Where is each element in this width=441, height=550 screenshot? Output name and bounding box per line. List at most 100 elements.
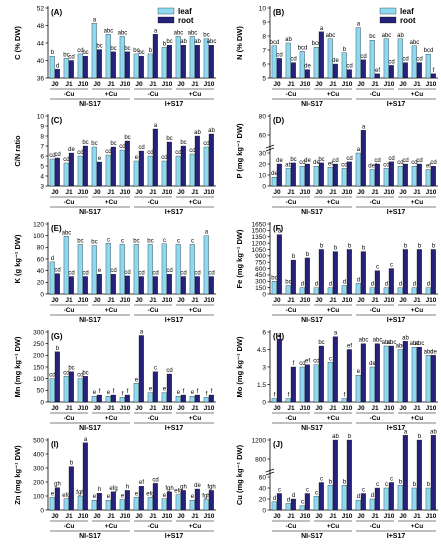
y-tick-label: 6	[262, 61, 266, 68]
significance-label: cd	[119, 144, 125, 150]
significance-label: a	[84, 437, 88, 443]
x-tick-label: J0	[135, 513, 143, 520]
x-tick-label: J10	[300, 81, 311, 88]
bar-root	[360, 343, 366, 403]
significance-label: fgh	[76, 490, 84, 496]
significance-label: bc	[285, 280, 291, 286]
y-tick-label: 750	[255, 259, 266, 266]
x-tick-label: J10	[162, 513, 173, 520]
y-tick-label: 10	[37, 113, 45, 120]
bar-root	[276, 234, 282, 295]
y-tick-label: 20	[37, 280, 45, 287]
bar-leaf	[411, 166, 417, 187]
y-tick-label: 40	[37, 58, 45, 65]
bar-root	[430, 73, 436, 79]
inoculation-label: NI-S17	[301, 317, 323, 324]
bar-leaf	[285, 503, 291, 511]
x-tick-label: J10	[78, 81, 89, 88]
bar-leaf	[327, 362, 333, 403]
bar-root	[304, 69, 310, 79]
x-tick-label: J10	[342, 405, 353, 412]
bar-leaf	[383, 487, 389, 511]
bar-leaf	[299, 51, 305, 79]
cu-level-label: +Cu	[327, 91, 339, 98]
bar-root	[276, 163, 282, 187]
bar-root	[430, 355, 436, 403]
significance-label: f	[197, 389, 199, 395]
y-tick-label: 0	[262, 507, 266, 514]
bar-leaf	[161, 160, 167, 187]
x-tick-label: J0	[51, 405, 59, 412]
significance-label: c	[385, 482, 388, 488]
bar-root	[430, 249, 436, 295]
bar-root	[194, 135, 200, 187]
legend-swatch-leaf	[157, 7, 175, 15]
bar-leaf	[63, 162, 69, 187]
y-tick-label: 44	[37, 40, 45, 47]
x-tick-label: J0	[273, 513, 281, 520]
significance-label: e	[135, 377, 139, 383]
significance-label: bc	[318, 157, 324, 163]
significance-label: cd	[360, 54, 366, 60]
axis-break-mark	[265, 144, 275, 149]
inoculation-label: NI-S17	[79, 425, 101, 432]
axis-break-mark	[265, 147, 275, 152]
significance-label: de	[194, 483, 201, 489]
bar-root	[374, 343, 380, 403]
bar-leaf	[189, 244, 195, 295]
significance-label: b	[413, 482, 417, 488]
significance-label: e	[191, 390, 195, 396]
significance-label: b	[343, 47, 347, 53]
significance-label: a	[154, 123, 158, 129]
y-tick-label: 9	[262, 19, 266, 26]
inoculation-label: I+S17	[165, 533, 184, 540]
bar-leaf	[383, 287, 389, 295]
y-tick-label: 1200	[252, 437, 267, 444]
x-tick-label: J0	[177, 405, 185, 412]
significance-label: cd	[82, 271, 88, 277]
x-tick-label: J1	[149, 405, 157, 412]
cu-level-label: +Cu	[189, 91, 201, 98]
significance-label: bc	[318, 340, 324, 346]
panel-label: (J)	[273, 440, 283, 449]
bar-root	[276, 493, 282, 511]
significance-label: a	[205, 230, 209, 236]
x-tick-label: J1	[191, 513, 199, 520]
panel-label: (F)	[273, 224, 284, 233]
significance-label: d	[343, 280, 346, 286]
bar-leaf	[369, 366, 375, 403]
significance-label: bcd	[298, 45, 308, 51]
bar-leaf	[313, 166, 319, 187]
x-tick-label: J1	[371, 189, 379, 196]
significance-label: ef	[328, 161, 333, 167]
significance-label: d	[371, 493, 374, 499]
x-tick-label: J1	[287, 297, 295, 304]
bar-root	[54, 69, 60, 79]
significance-label: e	[93, 390, 97, 396]
significance-label: f	[127, 389, 129, 395]
bar-root	[138, 55, 144, 79]
bar-root	[208, 45, 214, 79]
significance-label: de	[430, 349, 437, 355]
y-tick-label: 6	[40, 153, 44, 160]
significance-label: c	[320, 477, 323, 483]
significance-label: bcd	[270, 40, 280, 46]
bar-root	[388, 268, 394, 295]
bar-leaf	[355, 283, 361, 295]
significance-label: d	[56, 63, 59, 69]
significance-label: d	[301, 282, 304, 288]
significance-label: cd	[49, 153, 55, 159]
y-axis-label: Zn (mg kg⁻¹ DW)	[13, 445, 22, 505]
panel-label: (E)	[51, 224, 62, 233]
x-tick-label: J10	[300, 189, 311, 196]
bar-root	[332, 63, 338, 79]
bar-leaf	[355, 152, 361, 187]
significance-label: abc	[382, 33, 392, 39]
y-tick-label: 52	[37, 5, 45, 12]
bar-leaf	[383, 38, 389, 79]
significance-label: bc	[63, 52, 69, 58]
significance-label: bc	[91, 141, 97, 147]
bar-root	[124, 275, 130, 295]
bar-root	[54, 157, 60, 187]
